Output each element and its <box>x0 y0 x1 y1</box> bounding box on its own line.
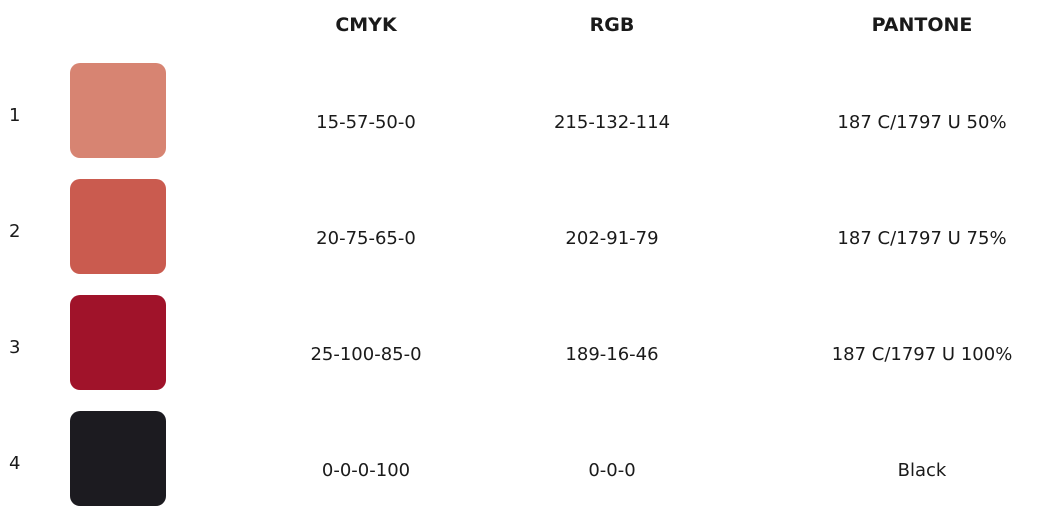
header-pantone: PANTONE <box>871 14 973 36</box>
cmyk-value: 0-0-0-100 <box>321 460 411 481</box>
rgb-value: 189-16-46 <box>565 344 659 365</box>
color-swatch <box>70 63 166 158</box>
row-number: 2 <box>9 221 21 242</box>
rgb-value: 0-0-0 <box>588 460 636 481</box>
color-row-1: 1 15-57-50-0 215-132-114 187 C/1797 U 50… <box>0 63 1038 159</box>
color-row-4: 4 0-0-0-100 0-0-0 Black <box>0 411 1038 507</box>
color-row-3: 3 25-100-85-0 189-16-46 187 C/1797 U 100… <box>0 295 1038 391</box>
row-number: 4 <box>9 453 21 474</box>
pantone-value: 187 C/1797 U 100% <box>831 344 1013 365</box>
rgb-value: 215-132-114 <box>553 112 671 133</box>
row-number: 1 <box>9 105 21 126</box>
pantone-value: 187 C/1797 U 50% <box>837 112 1007 133</box>
color-row-2: 2 20-75-65-0 202-91-79 187 C/1797 U 75% <box>0 179 1038 275</box>
color-swatch <box>70 295 166 390</box>
pantone-value: 187 C/1797 U 75% <box>837 228 1007 249</box>
pantone-value: Black <box>897 460 947 481</box>
rgb-value: 202-91-79 <box>565 228 659 249</box>
cmyk-value: 20-75-65-0 <box>316 228 416 249</box>
color-swatch <box>70 411 166 506</box>
color-swatch <box>70 179 166 274</box>
cmyk-value: 25-100-85-0 <box>310 344 422 365</box>
header-rgb: RGB <box>589 14 635 36</box>
row-number: 3 <box>9 337 21 358</box>
cmyk-value: 15-57-50-0 <box>316 112 416 133</box>
header-cmyk: CMYK <box>335 14 397 36</box>
